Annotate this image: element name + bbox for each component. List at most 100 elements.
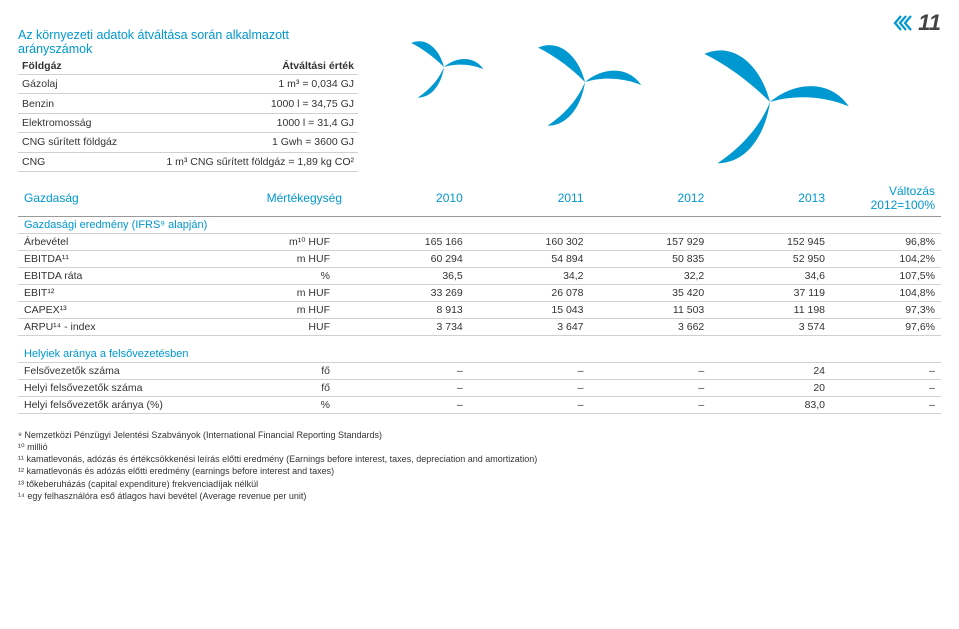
econ-cell: – [348,379,469,396]
econ-cell: 97,3% [831,302,941,319]
econ-cell: 107,5% [831,268,941,285]
econ-cell: 34,6 [710,268,831,285]
econ-cell: – [590,362,711,379]
econ-cell: Felsővezetők száma [18,362,218,379]
econ-cell: 52 950 [710,251,831,268]
conv-cell: 1 m³ CNG sűrített földgáz = 1,89 kg CO² [135,152,358,171]
econ-cell: – [469,396,590,413]
footnote: ¹⁰ millió [18,442,578,453]
conv-cell: Gázolaj [18,75,135,94]
econ-cell: Helyi felsővezetők aránya (%) [18,396,218,413]
econ-cell: – [831,396,941,413]
econ-cell: 104,2% [831,251,941,268]
conv-cell: CNG sűrített földgáz [18,133,135,152]
footnote: ¹³ tőkeberuházás (capital expenditure) f… [18,479,578,490]
section-label: Gazdasági eredmény (IFRS⁹ alapján) [18,217,941,234]
telenor-propeller-icon [520,32,650,132]
telenor-propeller-icon [398,32,490,102]
chevron-left-icon [893,14,915,35]
econ-cell: 15 043 [469,302,590,319]
telenor-logo-group [398,28,941,172]
econ-cell: 33 269 [348,285,469,302]
footnote: ¹² kamatlevonás és adózás előtti eredmén… [18,466,578,477]
econ-cell: 34,2 [469,268,590,285]
econ-cell: 60 294 [348,251,469,268]
econ-cell: 20 [710,379,831,396]
econ-cell: ARPU¹⁴ - index [18,319,218,336]
econ-cell: – [469,362,590,379]
page-number: 11 [918,10,941,36]
econ-cell: % [218,396,348,413]
footnote: ¹¹ kamatlevonás, adózás és értékcsökkené… [18,454,578,465]
econ-cell: – [831,362,941,379]
econ-cell: – [590,379,711,396]
econ-cell: 32,2 [590,268,711,285]
econ-cell: – [469,379,590,396]
econ-h6: Változás 2012=100% [831,182,941,217]
econ-h2: 2010 [348,182,469,217]
econ-h4: 2012 [590,182,711,217]
conversion-table-caption: Az környezeti adatok átváltása során alk… [18,28,358,58]
econ-cell: – [590,396,711,413]
econ-cell: HUF [218,319,348,336]
econ-cell: 37 119 [710,285,831,302]
econ-cell: fő [218,362,348,379]
econ-cell: EBIT¹² [18,285,218,302]
econ-cell: 96,8% [831,234,941,251]
econ-cell: 152 945 [710,234,831,251]
conv-cell: CNG [18,152,135,171]
section-label: Helyiek aránya a felsővezetésben [18,346,941,363]
conversion-table: Az környezeti adatok átváltása során alk… [18,28,358,172]
footnote: ⁹ Nemzetközi Pénzügyi Jelentési Szabvány… [18,430,578,441]
econ-h3: 2011 [469,182,590,217]
econ-cell: m HUF [218,285,348,302]
econ-cell: fő [218,379,348,396]
econ-cell: Árbevétel [18,234,218,251]
econ-cell: EBITDA¹¹ [18,251,218,268]
page-content: Az környezeti adatok átváltása során alk… [0,0,959,511]
econ-h5: 2013 [710,182,831,217]
econ-cell: 3 662 [590,319,711,336]
econ-cell: 24 [710,362,831,379]
conv-cell: 1000 l = 34,75 GJ [135,94,358,113]
footnotes: ⁹ Nemzetközi Pénzügyi Jelentési Szabvány… [18,430,578,504]
econ-cell: 165 166 [348,234,469,251]
conv-cell: Elektromosság [18,113,135,132]
econ-h0: Gazdaság [18,182,218,217]
econ-cell: 160 302 [469,234,590,251]
econ-cell: 3 734 [348,319,469,336]
econ-cell: 83,0 [710,396,831,413]
econ-cell: m HUF [218,251,348,268]
conv-header-1: Átváltási érték [135,58,358,75]
econ-cell: 104,8% [831,285,941,302]
footnote: ¹⁴ egy felhasználóra eső átlagos havi be… [18,491,578,502]
econ-cell: 35 420 [590,285,711,302]
econ-cell: 157 929 [590,234,711,251]
econ-cell: 8 913 [348,302,469,319]
econ-cell: 11 503 [590,302,711,319]
econ-cell: 36,5 [348,268,469,285]
econ-cell: – [348,362,469,379]
econ-cell: EBITDA ráta [18,268,218,285]
conv-cell: Benzin [18,94,135,113]
econ-cell: – [348,396,469,413]
econ-cell: % [218,268,348,285]
conv-cell: 1000 l = 31,4 GJ [135,113,358,132]
econ-cell: – [831,379,941,396]
econ-cell: 50 835 [590,251,711,268]
econ-cell: m HUF [218,302,348,319]
conv-header-0: Földgáz [18,58,135,75]
economy-table: Gazdaság Mértékegység 2010 2011 2012 201… [18,182,941,414]
econ-cell: m¹⁰ HUF [218,234,348,251]
econ-cell: Helyi felsővezetők száma [18,379,218,396]
econ-cell: 97,6% [831,319,941,336]
econ-cell: 54 894 [469,251,590,268]
econ-cell: 26 078 [469,285,590,302]
conv-cell: 1 m³ = 0,034 GJ [135,75,358,94]
conv-cell: 1 Gwh = 3600 GJ [135,133,358,152]
econ-cell: CAPEX¹³ [18,302,218,319]
telenor-propeller-icon [680,32,860,172]
econ-cell: 11 198 [710,302,831,319]
econ-cell: 3 574 [710,319,831,336]
econ-cell: 3 647 [469,319,590,336]
